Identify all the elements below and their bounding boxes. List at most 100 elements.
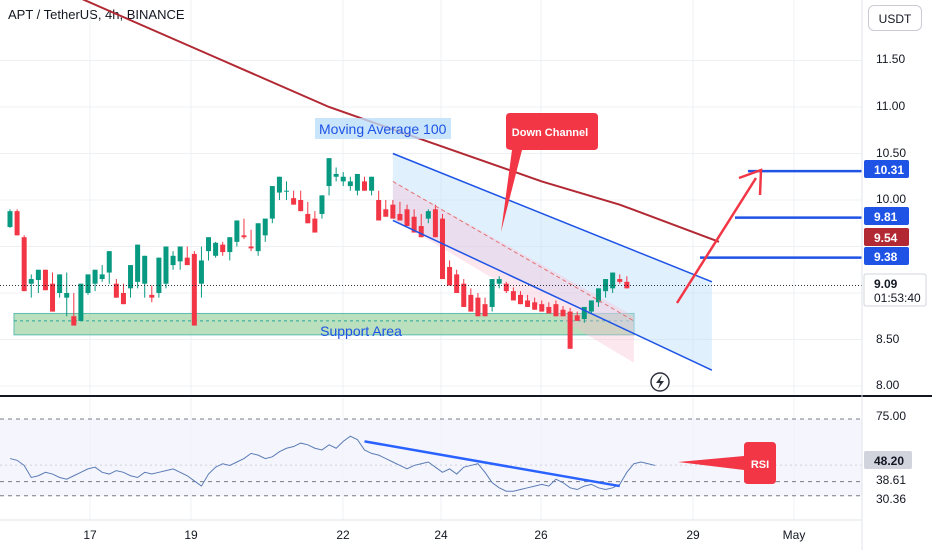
candle-down: [21, 237, 27, 292]
candle-up: [156, 257, 162, 293]
channel-lower-line: [392, 219, 713, 371]
price-tick: 8.50: [876, 332, 900, 346]
candle-down: [71, 316, 77, 326]
candle-down: [624, 281, 630, 289]
candle-down: [120, 293, 126, 305]
lightning-bolt-glyph: [656, 375, 664, 389]
down-channel-callout: [501, 113, 598, 232]
down-channel-fill: [392, 153, 712, 371]
candle-down: [567, 311, 573, 349]
candle-up: [35, 269, 41, 280]
candle-up: [142, 255, 148, 284]
candle-up: [163, 246, 169, 284]
price-tag-9-81: [864, 207, 909, 225]
candle-up: [588, 300, 594, 312]
candle-up: [489, 279, 495, 307]
time-label: 22: [336, 528, 350, 542]
candle-down: [525, 300, 531, 307]
currency-button[interactable]: USDT: [868, 5, 922, 31]
candle-up: [213, 242, 219, 256]
price-tag-label: 9.81: [874, 210, 898, 224]
candle-down: [574, 315, 580, 321]
candle-up: [206, 237, 212, 252]
candle-up: [340, 176, 346, 182]
candle-down: [461, 283, 467, 307]
candle-up: [92, 269, 98, 284]
candlestick-series: [7, 158, 630, 349]
candle-down: [546, 306, 552, 314]
candle-up: [354, 173, 360, 191]
candle-down: [532, 302, 538, 310]
candle-up: [425, 211, 431, 219]
candle-up: [496, 279, 502, 284]
candle-down: [191, 253, 197, 326]
rsi-pane: [0, 418, 862, 497]
time-label: 19: [184, 528, 198, 542]
candle-down: [418, 226, 424, 238]
candle-up: [319, 195, 325, 214]
candle-up: [326, 158, 332, 187]
candle-down: [42, 269, 48, 291]
channel-midline: [392, 180, 635, 322]
price-tick: 8.00: [876, 378, 900, 392]
rsi-tick: 30.36: [876, 492, 906, 506]
candle-up: [85, 274, 91, 293]
candle-up: [581, 306, 587, 320]
price-tick: 10.50: [876, 146, 906, 160]
price-tick: 11.50: [876, 52, 905, 66]
bar-countdown: 01:53:40: [874, 291, 921, 305]
candle-down: [510, 291, 516, 301]
rsi-tick: 38.61: [876, 473, 906, 487]
zones: [13, 153, 712, 371]
candle-down: [50, 283, 56, 312]
rsi-line: [9, 435, 656, 492]
candle-up: [28, 279, 34, 284]
candle-up: [64, 293, 70, 298]
rsi-value: 48.20: [874, 454, 904, 468]
candle-down: [298, 200, 304, 212]
candle-up: [255, 223, 261, 252]
candle-down: [383, 209, 389, 217]
rsi-trend-line: [364, 440, 620, 488]
price-tag-ma: [864, 228, 909, 246]
candle-up: [262, 218, 268, 236]
candle-down: [312, 218, 318, 233]
time-label: 26: [534, 528, 548, 542]
current-price-box: [863, 273, 927, 307]
candle-up: [227, 237, 233, 253]
candle-down: [149, 294, 155, 298]
rsi-callout: [678, 442, 776, 484]
support-area-label: Support Area: [320, 323, 402, 339]
candle-down: [220, 244, 226, 253]
candle-down: [468, 294, 474, 312]
candle-up: [106, 251, 112, 273]
candle-down: [241, 235, 247, 238]
range-projection-fill: [392, 181, 634, 363]
candle-down: [14, 211, 20, 236]
candle-down: [482, 304, 488, 317]
candle-up: [7, 211, 13, 227]
candle-down: [432, 209, 438, 238]
projection-arrow-line: [675, 177, 758, 304]
candle-up: [595, 288, 601, 303]
candle-down: [305, 213, 311, 224]
candle-up: [177, 246, 183, 262]
price-tick: 11.00: [876, 99, 905, 113]
candle-down: [248, 246, 254, 249]
candle-down: [454, 274, 460, 293]
candle-up: [198, 260, 204, 284]
price-tag-label: 9.38: [874, 250, 898, 264]
candle-up: [347, 181, 353, 187]
candle-down: [447, 266, 453, 286]
rsi-callout-label: RSI: [751, 459, 769, 471]
candle-down: [362, 181, 367, 191]
channel-upper-line: [392, 152, 713, 283]
candle-down: [439, 218, 445, 280]
candle-up: [276, 176, 282, 193]
price-tag-label: 10.31: [874, 163, 904, 177]
time-label: 29: [686, 528, 700, 542]
moving-average-label: Moving Average 100: [319, 121, 447, 137]
rsi-tick: 75.00: [876, 409, 906, 423]
candle-down: [390, 204, 396, 219]
candle-down: [539, 304, 545, 312]
